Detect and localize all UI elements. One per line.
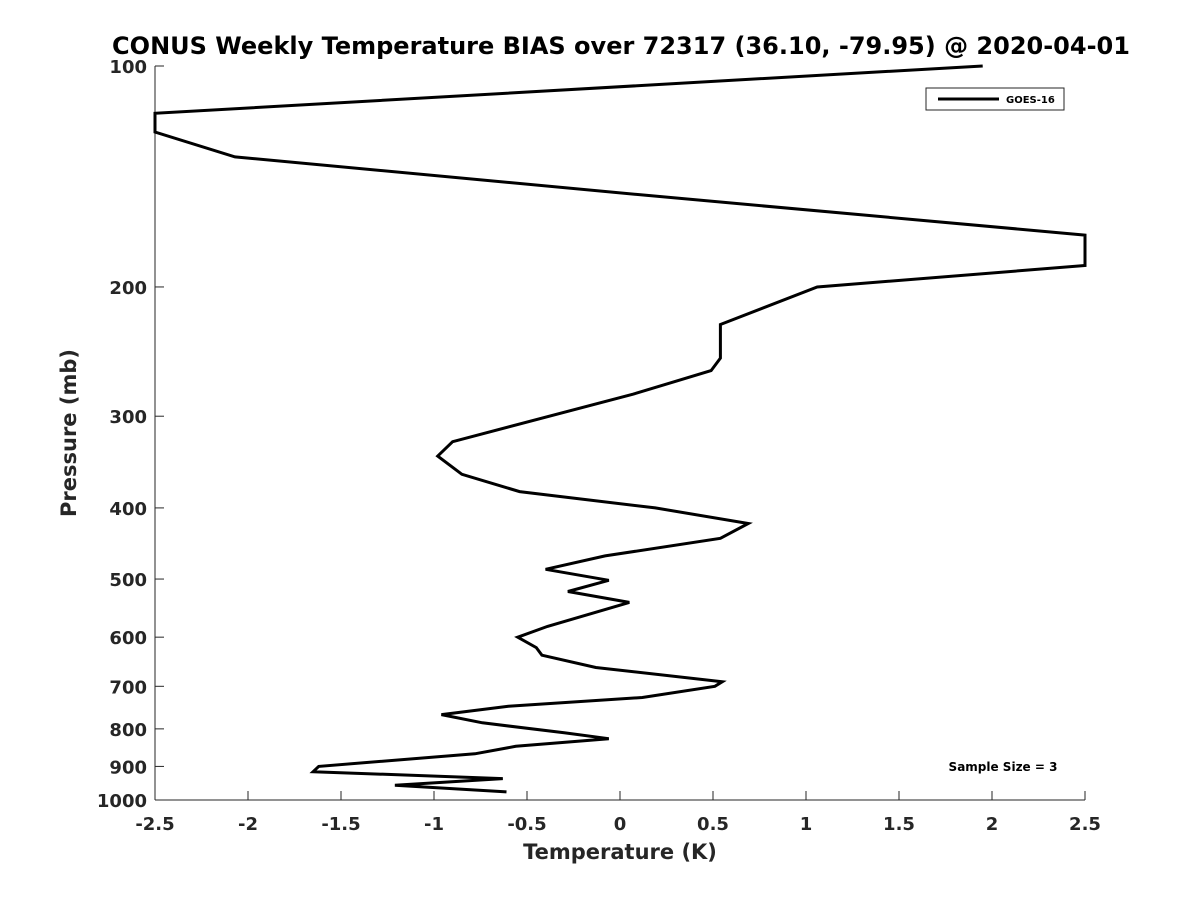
y-axis-label: Pressure (mb) <box>57 349 81 517</box>
y-tick-label: 900 <box>109 757 147 778</box>
x-tick-label: -2 <box>238 814 258 835</box>
y-ticks: 100 200 300 400 500 600 700 800 900 1000 <box>97 57 164 812</box>
x-tick-label: 0 <box>614 814 627 835</box>
y-tick-label: 600 <box>109 628 147 649</box>
x-tick-label: -1.5 <box>321 814 360 835</box>
series-line-goes-16 <box>153 64 1087 794</box>
y-tick-label: 200 <box>109 278 147 299</box>
x-tick-label: 2 <box>986 814 999 835</box>
plot-area: -2.5 -2 -1.5 -1 -0.5 0 0.5 1 1.5 2 2.5 100 200 300 40… <box>97 57 1101 835</box>
x-tick-label: -0.5 <box>507 814 546 835</box>
x-tick-label: 1 <box>800 814 813 835</box>
x-ticks: -2.5 -2 -1.5 -1 -0.5 0 0.5 1 1.5 2 2.5 <box>135 791 1101 835</box>
sample-size-annotation: Sample Size = 3 <box>949 760 1058 774</box>
x-tick-label: 1.5 <box>883 814 915 835</box>
x-axis-label: Temperature (K) <box>523 840 717 864</box>
y-tick-label: 100 <box>109 57 147 78</box>
x-tick-label: 0.5 <box>697 814 729 835</box>
x-tick-label: -2.5 <box>135 814 174 835</box>
y-tick-label: 800 <box>109 720 147 741</box>
y-tick-label: 300 <box>109 407 147 428</box>
y-tick-label: 400 <box>109 499 147 520</box>
chart-title: CONUS Weekly Temperature BIAS over 72317… <box>112 32 1130 60</box>
legend-label-goes-16: GOES-16 <box>1006 95 1055 106</box>
series-layer <box>153 64 1087 794</box>
y-tick-label: 700 <box>109 677 147 698</box>
legend: GOES-16 <box>925 87 1065 111</box>
y-tick-label: 500 <box>109 570 147 591</box>
y-tick-label: 1000 <box>97 791 147 812</box>
x-tick-label: -1 <box>424 814 444 835</box>
x-tick-label: 2.5 <box>1069 814 1101 835</box>
